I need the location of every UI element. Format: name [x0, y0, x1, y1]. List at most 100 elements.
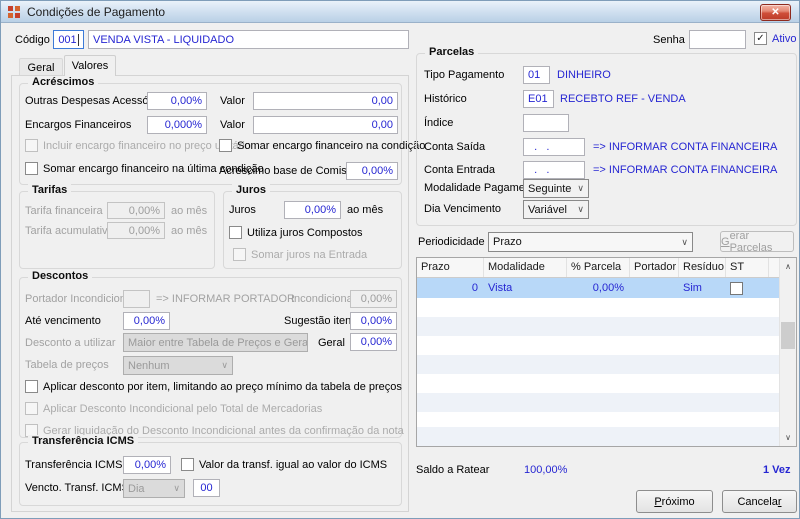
incluir-encargo-label: Incluir encargo financeiro no preço unit… [43, 139, 251, 152]
juros-compostos-checkbox[interactable]: Utiliza juros Compostos [229, 226, 363, 239]
scroll-down-button[interactable]: ∨ [780, 429, 796, 446]
historico-input[interactable]: E01 [523, 90, 554, 108]
transferencia-icms-input[interactable]: 0,00% [123, 456, 171, 474]
cell-residuo: Sim [683, 282, 702, 294]
conta-entrada-label: Conta Entrada [424, 164, 495, 176]
periodicidade-label: Periodicidade [418, 236, 485, 248]
vencto-dia-input[interactable]: 00 [193, 479, 220, 497]
table-row-stripe [417, 355, 779, 374]
aplicar-desconto-item-checkbox-box[interactable] [25, 380, 38, 393]
incluir-encargo-checkbox: Incluir encargo financeiro no preço unit… [25, 139, 251, 152]
incondicional-label: Incondicional [291, 293, 356, 305]
valor2-input[interactable]: 0,00 [253, 116, 398, 134]
gerar-parcelas-label: erar Parcelas [729, 229, 773, 254]
close-icon: ✕ [771, 7, 780, 18]
tabela-precos-label: Tabela de preços [25, 359, 109, 371]
group-tarifas: Tarifas [19, 184, 215, 269]
comissao-input[interactable]: 0,00% [346, 162, 398, 180]
juros-compostos-checkbox-box[interactable] [229, 226, 242, 239]
app-icon [8, 5, 20, 18]
valor1-input[interactable]: 0,00 [253, 92, 398, 110]
conta-entrada-input[interactable]: . . [523, 161, 585, 179]
parcelas-table[interactable]: Prazo Modalidade % Parcela Portador Resí… [416, 257, 797, 447]
tab-valores[interactable]: Valores [64, 55, 116, 76]
col-header-modalidade[interactable]: Modalidade [484, 258, 567, 277]
historico-desc: RECEBTO REF - VENDA [560, 93, 686, 105]
modalidade-pagamento-value: Seguinte [528, 182, 572, 195]
valor-transf-checkbox[interactable]: Valor da transf. igual ao valor do ICMS [181, 458, 387, 471]
scroll-down-icon: ∨ [785, 433, 791, 442]
ate-vencimento-input[interactable]: 0,00% [123, 312, 170, 330]
historico-label: Histórico [424, 93, 467, 105]
outras-despesas-input[interactable]: 0,00% [147, 92, 207, 110]
somar-condicao-checkbox[interactable]: Somar encargo financeiro na condição [219, 139, 425, 152]
tipo-pagamento-input[interactable]: 01 [523, 66, 550, 84]
saldo-ratear-value: 100,00% [524, 464, 568, 476]
group-acrescimos-title: Acréscimos [28, 76, 99, 88]
sugestao-itens-label: Sugestão itens [284, 315, 357, 327]
valor-transf-checkbox-box[interactable] [181, 458, 194, 471]
somar-condicao-checkbox-box[interactable] [219, 139, 232, 152]
cell-st-checkbox[interactable] [730, 281, 743, 295]
col-header-parcela[interactable]: % Parcela [567, 258, 630, 277]
somar-ultima-checkbox-box[interactable] [25, 162, 38, 175]
col-header-residuo[interactable]: Resíduo [679, 258, 726, 277]
scrollbar-thumb[interactable] [781, 322, 795, 349]
juros-label: Juros [229, 204, 256, 216]
cancelar-button[interactable]: Cancela r [722, 490, 797, 513]
encargos-input[interactable]: 0,000% [147, 116, 207, 134]
tabela-precos-select: Nenhum ∨ [123, 356, 233, 375]
portador-incondicional-label: Portador Incondicional [25, 293, 135, 305]
tarifa-acumulativa-value: 0,00% [128, 224, 160, 237]
cell-prazo: 0 [471, 282, 478, 294]
tab-geral-label: Geral [27, 61, 55, 74]
ativo-checkbox-box[interactable]: ✓ [754, 32, 767, 45]
col-header-prazo[interactable]: Prazo [417, 258, 484, 277]
scroll-up-button[interactable]: ∧ [780, 258, 796, 275]
table-row-selected[interactable]: 0 Vista 0,00% Sim [417, 278, 779, 298]
valor2-value: 0,00 [371, 119, 393, 131]
table-scrollbar[interactable]: ∧ ∨ [779, 258, 796, 446]
aplicar-desconto-incond-label: Aplicar Desconto Incondicional pelo Tota… [43, 402, 323, 415]
conta-saida-input[interactable]: . . [523, 138, 585, 156]
senha-input[interactable] [689, 30, 746, 49]
chevron-down-icon: ∨ [577, 204, 584, 214]
aplicar-desconto-item-checkbox[interactable]: Aplicar desconto por item, limitando ao … [25, 380, 402, 393]
modalidade-pagamento-select[interactable]: Seguinte ∨ [523, 179, 589, 198]
somar-ultima-checkbox[interactable]: Somar encargo financeiro na última condi… [25, 162, 264, 175]
codigo-input[interactable]: 001 [53, 30, 84, 49]
indice-input[interactable] [523, 114, 569, 132]
modalidade-pagamento-label: Modalidade Pagamento [424, 182, 541, 194]
geral-input[interactable]: 0,00% [350, 333, 397, 351]
periodicidade-select[interactable]: Prazo ∨ [488, 232, 693, 252]
somar-juros-entrada-checkbox-box [233, 248, 246, 261]
close-button[interactable]: ✕ [760, 4, 791, 21]
dia-vencimento-select[interactable]: Variável ∨ [523, 200, 589, 219]
cancelar-label: Cancela [737, 495, 778, 508]
ativo-checkbox[interactable]: ✓ Ativo [754, 32, 796, 45]
incondicional-input: 0,00% [350, 290, 397, 308]
sugestao-itens-value: 0,00% [360, 315, 392, 327]
portador-incondicional-input [123, 290, 150, 308]
col-header-filler [769, 258, 779, 277]
chevron-down-icon: ∨ [681, 236, 688, 247]
desconto-utilizar-label: Desconto a utilizar [25, 337, 116, 349]
outras-despesas-value: 0,00% [170, 95, 202, 107]
group-acrescimos: Acréscimos [19, 76, 402, 185]
juros-input[interactable]: 0,00% [284, 201, 341, 219]
geral-value: 0,00% [360, 336, 392, 348]
senha-label: Senha [653, 34, 685, 46]
incondicional-value: 0,00% [360, 293, 392, 305]
valor1-value: 0,00 [371, 95, 393, 107]
descricao-input[interactable]: VENDA VISTA - LIQUIDADO [88, 30, 409, 49]
col-header-portador[interactable]: Portador [630, 258, 679, 277]
sugestao-itens-input[interactable]: 0,00% [350, 312, 397, 330]
juros-compostos-label: Utiliza juros Compostos [247, 226, 363, 239]
geral-label: Geral [318, 337, 345, 349]
gerar-parcelas-label-u: G [721, 235, 730, 248]
col-header-st[interactable]: ST [726, 258, 769, 277]
tarifa-acumulativa-label: Tarifa acumulativa [25, 225, 114, 237]
tab-geral[interactable]: Geral [19, 58, 63, 76]
group-descontos: Descontos [19, 270, 402, 438]
